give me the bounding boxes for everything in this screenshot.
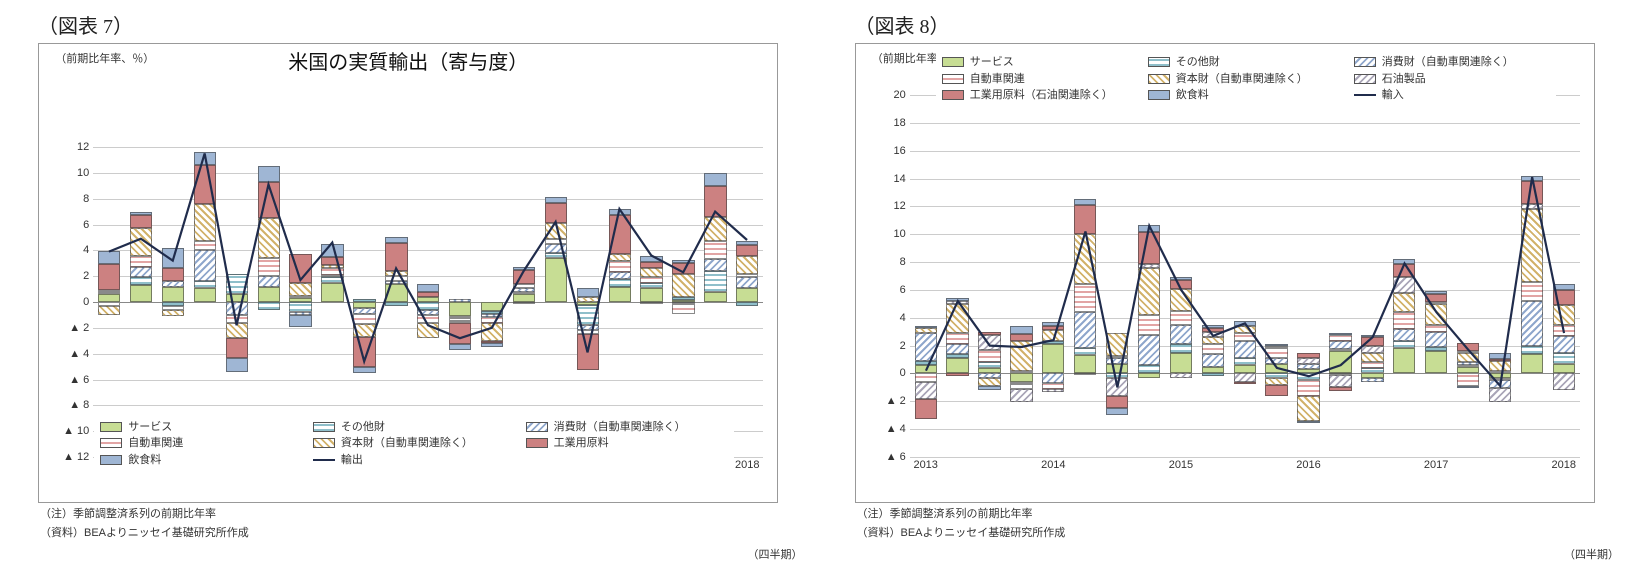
- legend-swatch: [942, 74, 964, 84]
- legend-line-swatch: [313, 459, 335, 461]
- legend-swatch: [1354, 74, 1376, 84]
- y-tick: 10: [894, 228, 906, 240]
- x-axis-unit: （四半期）: [748, 546, 803, 562]
- y-tick: 8: [900, 256, 906, 268]
- plot-area: [910, 95, 1580, 457]
- line-series: [910, 95, 1580, 457]
- chart-title: 米国の実質輸出（寄与度）: [49, 46, 767, 75]
- y-tick: 4: [900, 312, 906, 324]
- figure-label: （図表 7）: [38, 10, 797, 39]
- y-axis: ▲ 12▲ 10▲ 8▲ 6▲ 4▲ 2024681012: [49, 147, 91, 457]
- chart-panel: （図表 8）（前期比年率、％）米国の実質輸入（寄与度）▲ 6▲ 4▲ 20246…: [817, 0, 1633, 566]
- legend-label: 消費財（自動車関連除く）: [1382, 54, 1514, 71]
- x-tick: 2018: [735, 459, 759, 471]
- legend-label: 石油製品: [1382, 71, 1426, 88]
- y-tick: 0: [900, 367, 906, 379]
- chart-panel: （図表 7） （前期比年率、％）米国の実質輸出（寄与度） ▲ 12 ▲ 10 ▲ 8 ▲ …: [0, 0, 817, 566]
- grid-line: [910, 457, 1580, 458]
- footnote: （注）季節調整済系列の前期比年率: [857, 507, 1614, 522]
- legend-item: その他財: [1148, 54, 1344, 71]
- legend-label: 資本財（自動車関連除く）: [1176, 71, 1308, 88]
- y-tick: ▲ 4: [886, 423, 906, 435]
- x-tick: 2014: [1041, 459, 1065, 471]
- y-tick: ▲ 8: [69, 399, 89, 411]
- line-series: [93, 147, 763, 457]
- y-tick: 4: [83, 244, 89, 256]
- y-tick: ▲ 10: [63, 425, 89, 437]
- y-tick: ▲ 6: [886, 451, 906, 463]
- plot-area: [93, 147, 763, 457]
- y-tick: 8: [83, 193, 89, 205]
- legend-item: 石油製品: [1354, 71, 1550, 88]
- legend-item: 消費財（自動車関連除く）: [1354, 54, 1550, 71]
- x-axis: 2013 2014 2015 2016 2017 2018: [910, 459, 1580, 475]
- y-tick: 2: [900, 340, 906, 352]
- y-tick: 0: [83, 296, 89, 308]
- legend-swatch: [1148, 57, 1170, 67]
- x-tick: 2013: [913, 459, 937, 471]
- y-tick: 12: [894, 200, 906, 212]
- y-tick: 18: [894, 117, 906, 129]
- legend-swatch: [1354, 57, 1376, 67]
- legend-label: 自動車関連: [970, 71, 1025, 88]
- y-tick: 2: [83, 270, 89, 282]
- legend-item: 資本財（自動車関連除く）: [1148, 71, 1344, 88]
- y-tick: 12: [77, 141, 89, 153]
- chart-box: （前期比年率、％）米国の実質輸入（寄与度）▲ 6▲ 4▲ 20246810121…: [855, 43, 1595, 503]
- y-axis: ▲ 6▲ 4▲ 202468101214161820: [866, 95, 908, 457]
- y-tick: 6: [83, 219, 89, 231]
- y-tick: 14: [894, 173, 906, 185]
- x-axis-unit: （四半期）: [1564, 546, 1619, 562]
- figure-label: （図表 8）: [855, 10, 1614, 39]
- y-tick: 6: [900, 284, 906, 296]
- y-tick: ▲ 12: [63, 451, 89, 463]
- chart-box: （前期比年率、％）米国の実質輸出（寄与度） ▲ 12 ▲ 10 ▲ 8 ▲ 6 ▲ 4 ▲ …: [38, 43, 778, 503]
- legend-item: サービス: [942, 54, 1138, 71]
- legend-label: その他財: [1176, 54, 1220, 71]
- y-tick: ▲ 6: [69, 374, 89, 386]
- footnote: （資料）BEAよりニッセイ基礎研究所作成: [857, 526, 1614, 541]
- y-tick: 20: [894, 89, 906, 101]
- y-tick: ▲ 2: [886, 395, 906, 407]
- x-tick: 2017: [1424, 459, 1448, 471]
- axis-unit-label: （前期比年率、％）: [55, 50, 154, 66]
- legend-label: サービス: [970, 54, 1014, 71]
- footnote: （注）季節調整済系列の前期比年率: [40, 507, 797, 522]
- x-tick: 2018: [1552, 459, 1576, 471]
- legend-item: 自動車関連: [942, 71, 1138, 88]
- y-tick: ▲ 2: [69, 322, 89, 334]
- legend-swatch: [942, 57, 964, 67]
- y-tick: 16: [894, 145, 906, 157]
- footnote: （資料）BEAよりニッセイ基礎研究所作成: [40, 526, 797, 541]
- x-tick: 2015: [1169, 459, 1193, 471]
- y-tick: ▲ 4: [69, 348, 89, 360]
- legend-swatch: [1148, 74, 1170, 84]
- y-tick: 10: [77, 167, 89, 179]
- x-tick: 2016: [1296, 459, 1320, 471]
